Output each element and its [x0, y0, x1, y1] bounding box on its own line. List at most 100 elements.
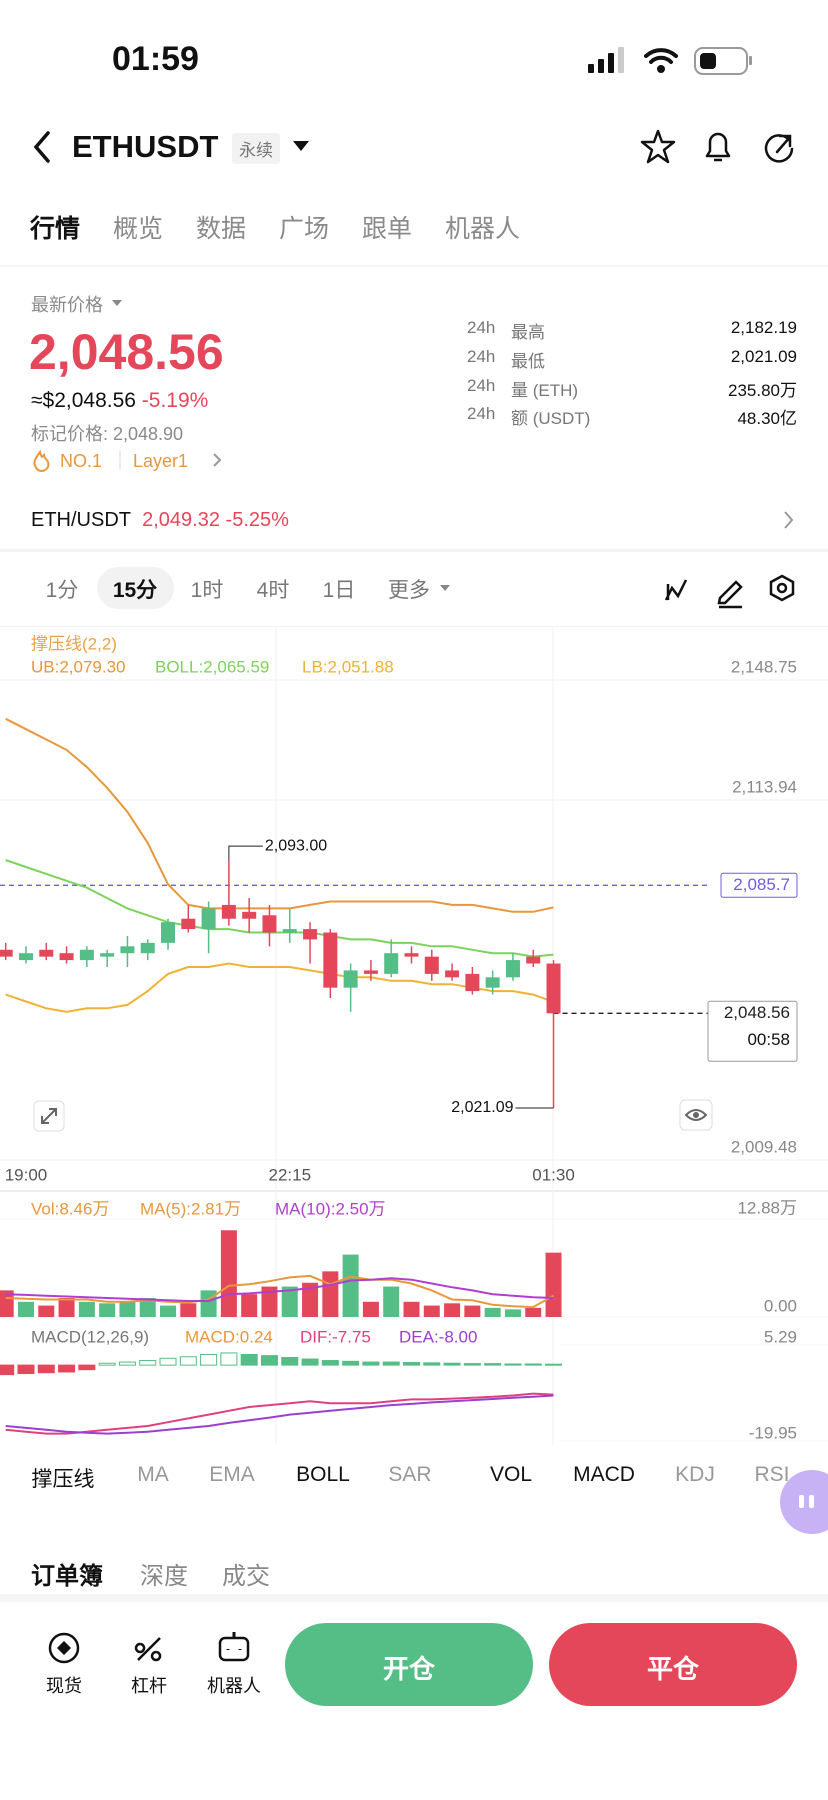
volume-bar: [444, 1303, 461, 1317]
stat-label: 最高: [511, 323, 545, 342]
robot-icon[interactable]: [218, 1636, 250, 1662]
change: -5.19%: [141, 389, 209, 412]
candle-body: [0, 949, 13, 957]
candle-body: [140, 942, 155, 954]
interval[interactable]: 15分: [112, 579, 158, 602]
interval[interactable]: 1日: [322, 579, 356, 602]
spot-icon[interactable]: [48, 1632, 80, 1664]
float-button[interactable]: [780, 1470, 828, 1534]
legend-entry: DIF:-7.75: [300, 1327, 371, 1346]
candle-body: [201, 908, 216, 930]
macd-bar: [58, 1364, 76, 1373]
book-tab[interactable]: 深度: [140, 1563, 188, 1590]
volume-bar: [322, 1271, 339, 1317]
book-tab[interactable]: 订单簿: [31, 1563, 103, 1590]
last-price: 2,048.56: [29, 324, 224, 380]
macd-bar: [200, 1353, 218, 1366]
macd-bar: [281, 1357, 299, 1366]
candle-body: [526, 956, 541, 964]
macd-bar: [545, 1363, 563, 1366]
indicator-tab[interactable]: 撑压线: [31, 1468, 95, 1491]
spot-change: -5.25%: [225, 509, 289, 531]
candle-body: [79, 949, 94, 961]
macd-bar: [37, 1364, 55, 1374]
macd-bar: [159, 1357, 177, 1366]
float-icon: [799, 1495, 804, 1508]
indicator-tab[interactable]: KDJ: [675, 1463, 715, 1486]
open-button[interactable]: [285, 1623, 533, 1706]
divider: [0, 1594, 828, 1602]
volume-bar: [160, 1305, 177, 1317]
back-icon[interactable]: [33, 131, 50, 163]
volume-bar: [261, 1286, 278, 1317]
annotation-leader: [228, 845, 263, 861]
close-button[interactable]: [549, 1623, 797, 1706]
symbol[interactable]: ETHUSDT: [72, 129, 219, 164]
boll-line: [5, 962, 554, 1013]
indicator-tab[interactable]: VOL: [489, 1463, 533, 1486]
indicator-tab[interactable]: RSI: [754, 1463, 790, 1486]
bell-icon[interactable]: [705, 132, 731, 162]
spot-pair[interactable]: ETH/USDT 2,049.32 -5.25%: [31, 509, 289, 532]
candle-body: [343, 970, 358, 988]
close-label[interactable]: 平仓: [646, 1654, 700, 1684]
tab[interactable]: 跟单: [362, 215, 413, 243]
contract-badge: 永续: [232, 133, 280, 164]
leverage-icon[interactable]: [134, 1637, 162, 1662]
stat-value: 48.30亿: [737, 409, 797, 428]
tab[interactable]: 数据: [196, 215, 247, 243]
tag[interactable]: Layer1: [133, 451, 189, 471]
x-tick-label: 19:00: [5, 1165, 48, 1184]
nav-label[interactable]: 机器人: [207, 1676, 261, 1696]
refresh-icon[interactable]: [764, 134, 794, 163]
indicator-tab[interactable]: BOLL: [296, 1463, 350, 1486]
legend-entry: MA(10):2.50万: [275, 1199, 386, 1218]
volume-bar: [241, 1294, 258, 1317]
indicator-tab[interactable]: MA: [137, 1463, 169, 1486]
star-icon[interactable]: [640, 129, 676, 164]
interval[interactable]: 4时: [256, 579, 290, 602]
macd-bar: [403, 1361, 420, 1366]
nav-label[interactable]: 杠杆: [131, 1676, 167, 1696]
interval[interactable]: 1分: [45, 579, 79, 602]
mark-price: 标记价格: 2,048.90: [31, 424, 184, 444]
annotation: 2,093.00: [265, 837, 327, 854]
open-label[interactable]: 开仓: [382, 1654, 436, 1684]
macd-bar: [78, 1364, 96, 1371]
indicator-icon[interactable]: [664, 579, 688, 601]
volume-bar: [464, 1305, 481, 1317]
settings-icon[interactable]: [769, 574, 795, 602]
dropdown-icon: [440, 585, 450, 591]
price-tag: [720, 872, 798, 898]
tab[interactable]: 广场: [279, 215, 330, 243]
nav-label[interactable]: 现货: [46, 1676, 82, 1696]
macd-line: [5, 1394, 554, 1435]
price-label[interactable]: 最新价格: [31, 295, 103, 315]
interval[interactable]: 1时: [190, 579, 224, 602]
dropdown-icon[interactable]: [293, 141, 309, 151]
volume-ma: [5, 1274, 554, 1309]
candle-body: [39, 949, 54, 957]
tab[interactable]: 行情: [30, 215, 81, 243]
macd-bar: [524, 1363, 542, 1366]
book-tab[interactable]: 成交: [222, 1563, 270, 1590]
rank[interactable]: NO.1: [60, 451, 103, 471]
indicator-tab[interactable]: MACD: [573, 1463, 635, 1486]
tab[interactable]: 机器人: [445, 215, 521, 243]
indicator-tab[interactable]: EMA: [209, 1463, 255, 1486]
candle-body: [303, 929, 318, 940]
macd-bar: [0, 1364, 15, 1376]
price-tag-label: 2,085.7: [733, 875, 790, 894]
chevron[interactable]: [784, 511, 794, 529]
interval[interactable]: 更多: [388, 579, 430, 602]
draw-icon[interactable]: [717, 580, 743, 609]
annotation: 2,021.09: [451, 1099, 513, 1116]
macd-bar: [118, 1361, 136, 1366]
chevron[interactable]: [213, 453, 222, 467]
tab[interactable]: 概览: [113, 215, 164, 243]
volume-bar: [342, 1254, 359, 1317]
y-tick-label: -19.95: [749, 1423, 797, 1442]
candle-body: [465, 973, 480, 992]
indicator-tab[interactable]: SAR: [388, 1463, 432, 1486]
macd-bar: [342, 1360, 360, 1366]
